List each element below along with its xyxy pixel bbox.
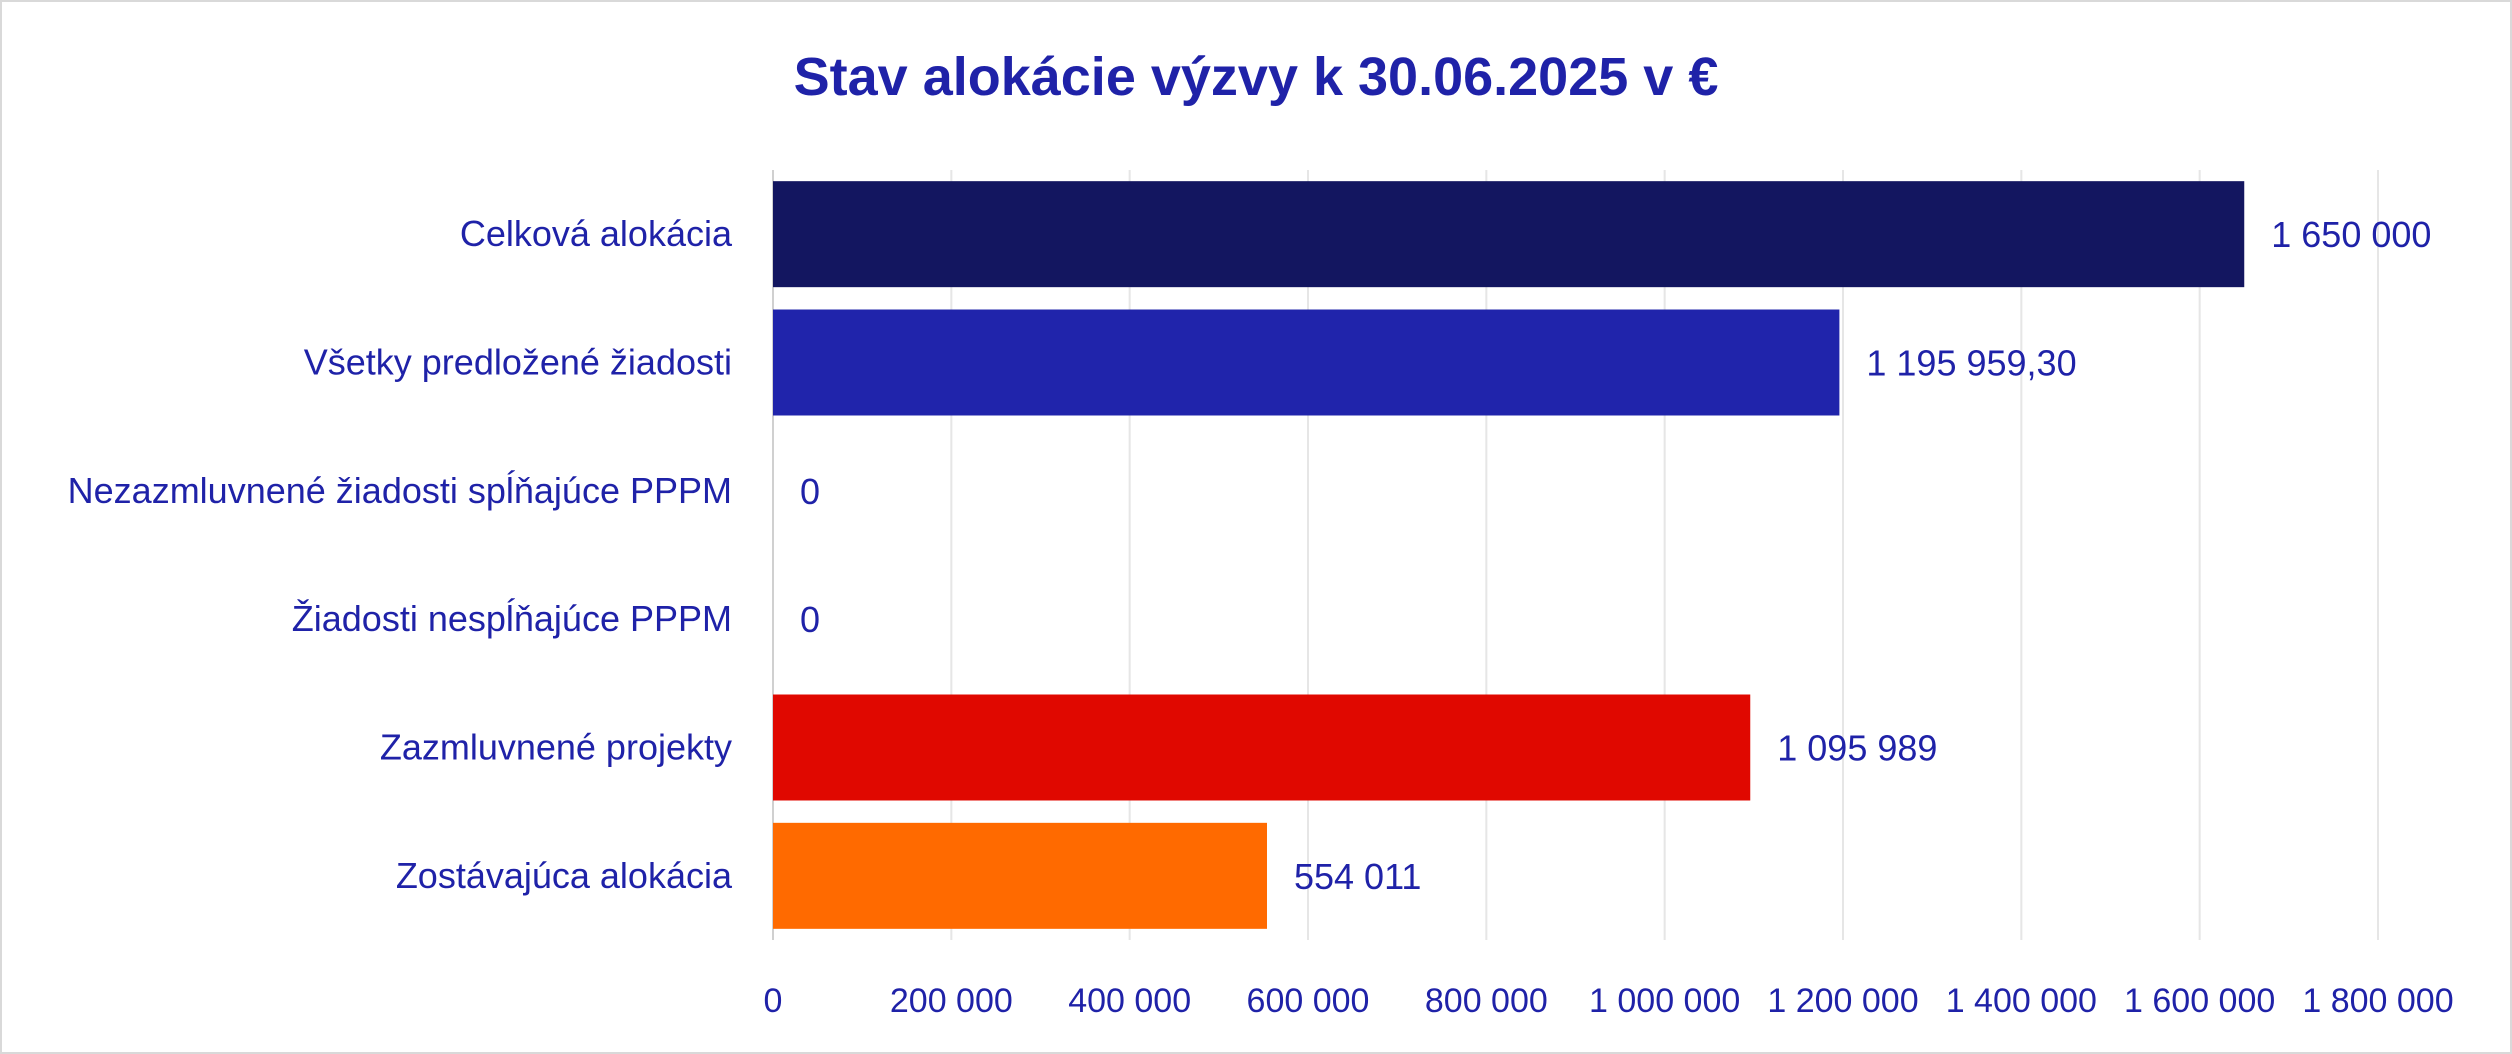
x-tick-label: 1 400 000 (1946, 982, 2097, 1020)
bars (773, 181, 2245, 929)
bar (773, 309, 1840, 416)
value-label: 1 095 989 (1777, 728, 1937, 769)
category-label: Nezazmluvnené žiadosti spĺňajúce PPPM (68, 469, 732, 511)
gridlines (772, 170, 2379, 940)
bar (773, 181, 2245, 288)
bar (773, 822, 1267, 929)
x-tick-label: 1 600 000 (2124, 982, 2275, 1020)
x-tick-label: 200 000 (890, 982, 1013, 1020)
x-tick-labels: 0 200 000 400 000 600 000 800 000 1 000 000 1 … (764, 982, 2454, 1020)
value-labels: 1 650 000 1 195 959,30 0 0 1 095 989 554 011 (800, 214, 2431, 897)
category-label: Zazmluvnené projekty (380, 727, 732, 768)
category-label: Celková alokácia (460, 213, 733, 254)
x-tick-label: 1 800 000 (2302, 982, 2453, 1020)
x-tick-label: 1 200 000 (1767, 982, 1918, 1020)
category-label: Všetky predložené žiadosti (304, 342, 732, 383)
value-label: 1 195 959,30 (1866, 343, 2076, 384)
x-tick-label: 0 (764, 982, 783, 1020)
x-tick-label: 800 000 (1425, 982, 1548, 1020)
x-tick-label: 400 000 (1068, 982, 1191, 1020)
x-tick-label: 1 000 000 (1589, 982, 1740, 1020)
category-labels: Celková alokácia Všetky predložené žiados… (68, 213, 733, 896)
category-label: Žiadosti nespĺňajúce PPPM (292, 597, 732, 639)
bar (773, 694, 1751, 801)
value-label: 0 (800, 599, 820, 640)
value-label: 0 (800, 471, 820, 512)
chart-title: Stav alokácie výzvy k 30.06.2025 v € (794, 47, 1719, 107)
value-label: 554 011 (1294, 856, 1421, 897)
x-tick-label: 600 000 (1247, 982, 1370, 1020)
value-label: 1 650 000 (2271, 214, 2431, 255)
category-label: Zostávajúca alokácia (396, 855, 733, 896)
